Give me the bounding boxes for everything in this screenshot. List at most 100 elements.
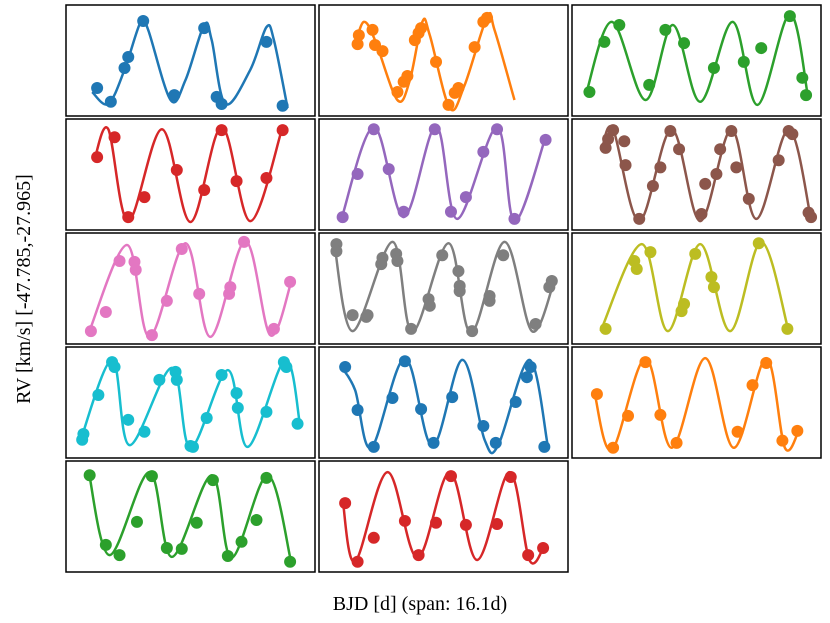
rv-point xyxy=(731,425,744,438)
panel-frame xyxy=(318,460,569,573)
rv-point xyxy=(145,329,158,342)
rv-point xyxy=(346,309,359,322)
rv-point xyxy=(398,355,411,368)
rv-point xyxy=(336,211,349,224)
rv-point xyxy=(130,515,143,528)
rv-point xyxy=(537,542,550,555)
panel xyxy=(65,460,316,573)
rv-point xyxy=(644,246,657,259)
rv-point xyxy=(659,23,672,36)
rv-point xyxy=(376,251,389,264)
rv-point xyxy=(351,38,364,51)
rv-point xyxy=(250,514,263,527)
rv-point xyxy=(707,62,720,75)
rv-point xyxy=(427,436,440,449)
rv-point xyxy=(755,42,768,55)
panel xyxy=(65,232,316,345)
rv-point xyxy=(442,98,455,111)
rv-point xyxy=(508,212,521,225)
panel xyxy=(318,232,569,345)
rv-point xyxy=(452,265,465,278)
rv-point xyxy=(654,161,667,174)
rv-point xyxy=(198,184,211,197)
rv-point xyxy=(622,409,635,422)
rv-point xyxy=(466,325,479,338)
rv-point xyxy=(590,388,603,401)
rv-point xyxy=(224,281,237,294)
rv-point xyxy=(491,123,504,136)
rv-point xyxy=(529,318,542,331)
panel-frame xyxy=(318,232,569,345)
rv-point xyxy=(77,428,90,441)
rv-point xyxy=(170,373,183,386)
rv-point xyxy=(725,124,738,137)
rv-point xyxy=(351,555,364,568)
model-curve xyxy=(341,470,546,565)
rv-point xyxy=(99,306,112,319)
rv-point xyxy=(91,82,104,95)
rv-point xyxy=(613,18,626,31)
rv-point xyxy=(122,211,135,224)
rv-point xyxy=(235,535,248,548)
rv-point xyxy=(710,168,723,181)
rv-point xyxy=(760,356,773,369)
rv-point xyxy=(351,168,364,181)
rv-point xyxy=(113,549,126,562)
panel xyxy=(318,346,569,459)
rv-point xyxy=(190,516,203,529)
rv-point xyxy=(198,22,211,35)
rv-point xyxy=(153,373,166,386)
rv-point xyxy=(509,396,522,409)
rv-point xyxy=(230,175,243,188)
rv-point xyxy=(772,154,785,167)
panel xyxy=(65,118,316,231)
rv-point xyxy=(113,254,126,267)
rv-point xyxy=(477,420,490,433)
panel-frame xyxy=(571,118,822,231)
rv-point xyxy=(291,417,304,430)
panel xyxy=(65,346,316,459)
rv-point xyxy=(339,360,352,373)
panel-plot xyxy=(339,470,550,568)
panel-plot xyxy=(599,124,818,225)
model-curve xyxy=(340,124,547,223)
rv-point xyxy=(646,180,659,193)
rv-point xyxy=(664,124,677,137)
rv-point xyxy=(459,518,472,531)
rv-point xyxy=(796,71,809,84)
rv-point xyxy=(186,440,199,453)
rv-point xyxy=(705,270,718,283)
model-curve xyxy=(584,12,810,107)
rv-point xyxy=(630,262,643,275)
rv-point xyxy=(678,298,691,311)
rv-point xyxy=(361,309,374,322)
panel-plot xyxy=(83,469,297,568)
rv-point xyxy=(643,78,656,91)
rv-point xyxy=(91,151,104,164)
rv-point xyxy=(99,538,112,551)
rv-point xyxy=(714,143,727,156)
rv-point xyxy=(398,514,411,527)
rv-point xyxy=(791,424,804,437)
rv-point xyxy=(108,131,121,144)
panel-plot xyxy=(339,355,551,455)
rv-point xyxy=(800,89,813,102)
rv-point xyxy=(415,22,428,35)
panel-frame xyxy=(65,460,316,573)
rv-point xyxy=(215,368,228,381)
rv-point xyxy=(805,211,818,224)
rv-point xyxy=(238,235,251,248)
rv-point xyxy=(391,254,404,267)
panel-plot xyxy=(76,356,304,453)
rv-point xyxy=(742,192,755,205)
rv-point xyxy=(175,542,188,555)
rv-point xyxy=(231,401,244,414)
rv-point xyxy=(673,143,686,156)
rv-point xyxy=(138,191,151,204)
rv-point xyxy=(367,123,380,136)
rv-point xyxy=(678,37,691,50)
rv-point xyxy=(160,542,173,555)
rv-point xyxy=(633,212,646,225)
